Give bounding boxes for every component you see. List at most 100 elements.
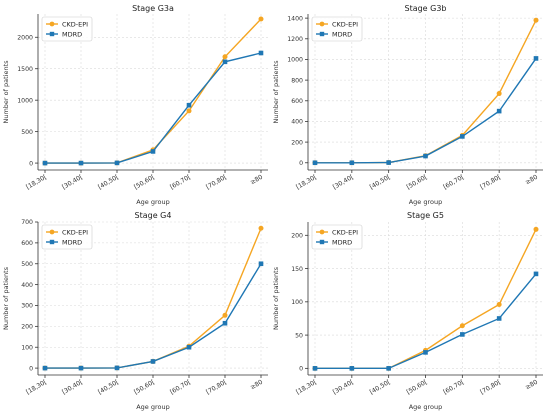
chart-panel-1: 0 500 1000 1500 2000 [18,30[[30,40[[40,50[[50… <box>2 4 268 206</box>
legend-label-mdrd: MDRD <box>62 238 82 246</box>
y-tick-label: 200 <box>291 233 303 240</box>
data-point-mdrd <box>312 366 318 371</box>
y-tick-label: 200 <box>21 324 33 331</box>
y-tick-label: 100 <box>21 344 33 351</box>
data-point-mdrd <box>114 160 120 166</box>
data-point-ckd-epi <box>533 226 539 232</box>
y-tick-label: 50 <box>295 332 303 339</box>
x-tick-label: [30,40[ <box>61 379 84 396</box>
y-tick-label: 500 <box>21 261 33 268</box>
data-point-mdrd <box>150 149 156 154</box>
legend-marker-ckd-epi <box>319 21 325 27</box>
panel-title: Stage G5 <box>407 211 444 220</box>
chart-panel-2: 0 200 400 600 800 1000 1200 1400 [18,30[[30,40[[… <box>272 4 543 206</box>
legend-marker-mdrd <box>49 31 55 37</box>
data-point-mdrd <box>78 160 84 166</box>
data-point-mdrd <box>312 160 318 166</box>
x-tick-label: [50,60[ <box>405 174 428 191</box>
legend-label-mdrd: MDRD <box>332 238 352 246</box>
x-tick-label: [30,40[ <box>332 379 355 396</box>
data-point-ckd-epi <box>186 108 192 114</box>
data-point-mdrd <box>114 365 120 371</box>
x-axis-label: Age group <box>409 198 443 206</box>
data-point-mdrd <box>460 332 465 337</box>
x-tick-label: [40,50[ <box>369 379 392 396</box>
panel-title: Stage G3b <box>404 4 446 13</box>
legend-label-mdrd: MDRD <box>62 30 82 38</box>
y-axis-label: Number of patients <box>272 60 280 124</box>
x-tick-label: [70,80[ <box>205 174 228 191</box>
data-point-mdrd <box>42 365 48 371</box>
x-tick-label: [50,60[ <box>133 379 156 396</box>
legend-box <box>41 16 93 42</box>
x-tick-label: [18,30[ <box>25 379 48 396</box>
y-tick-label: 0 <box>299 160 303 167</box>
data-point-ckd-epi <box>496 91 502 97</box>
data-point-ckd-epi <box>533 17 539 23</box>
x-axis-label: Age group <box>409 403 443 411</box>
y-tick-label: 1000 <box>17 97 33 104</box>
x-tick-label: [70,80[ <box>205 379 228 396</box>
x-tick-label: [18,30[ <box>25 174 48 191</box>
x-tick-label: ≥80 <box>524 379 539 392</box>
data-point-mdrd <box>460 134 465 139</box>
y-tick-label: 0 <box>29 365 33 372</box>
x-tick-label: [40,50[ <box>97 379 120 396</box>
data-point-mdrd <box>349 366 355 371</box>
legend-box <box>311 16 363 42</box>
data-point-mdrd <box>222 59 228 65</box>
chart-panel-3: 0 100 200 300 400 500 600 700 [18,30[[30,40[[40,… <box>2 211 268 411</box>
y-tick-label: 0 <box>29 160 33 167</box>
x-tick-label: ≥80 <box>249 379 264 392</box>
x-tick-label: [70,80[ <box>479 174 502 191</box>
data-point-mdrd <box>186 102 192 108</box>
data-point-mdrd <box>533 56 539 61</box>
y-tick-label: 1000 <box>287 57 303 64</box>
x-tick-label: ≥80 <box>249 174 264 187</box>
legend-marker-ckd-epi <box>319 229 325 235</box>
data-point-mdrd <box>496 316 502 321</box>
data-point-mdrd <box>150 359 156 364</box>
legend-box <box>311 224 363 250</box>
legend-marker-ckd-epi <box>49 229 55 235</box>
chart-panel-4: 0 50 100 150 200 [18,30[[30,40[[40,50[[50,60[… <box>272 211 543 411</box>
y-tick-label: 700 <box>21 219 33 226</box>
x-tick-label: [18,30[ <box>295 174 318 191</box>
x-tick-label: [50,60[ <box>133 174 156 191</box>
y-tick-label: 400 <box>291 119 303 126</box>
data-point-mdrd <box>423 350 428 355</box>
y-tick-label: 300 <box>21 303 33 310</box>
legend-marker-mdrd <box>319 239 325 245</box>
data-point-mdrd <box>533 271 539 277</box>
data-point-mdrd <box>386 366 391 371</box>
x-axis-label: Age group <box>136 403 170 411</box>
x-tick-label: [30,40[ <box>61 174 84 191</box>
y-axis-label: Number of patients <box>272 266 280 330</box>
legend-marker-ckd-epi <box>49 21 55 27</box>
data-point-mdrd <box>186 344 192 350</box>
panel-title: Stage G4 <box>135 211 172 220</box>
y-tick-label: 2000 <box>17 34 33 41</box>
data-point-mdrd <box>496 108 502 114</box>
data-point-mdrd <box>78 365 84 371</box>
legend-marker-mdrd <box>49 239 55 245</box>
x-tick-label: [18,30[ <box>295 379 318 396</box>
legend-label-ckd-epi: CKD-EPI <box>332 228 358 236</box>
data-point-mdrd <box>423 153 428 159</box>
y-tick-label: 1400 <box>287 15 303 22</box>
x-tick-label: [50,60[ <box>405 379 428 396</box>
y-tick-label: 500 <box>21 129 33 136</box>
y-tick-label: 100 <box>291 299 303 306</box>
data-point-ckd-epi <box>459 323 465 329</box>
x-tick-label: [60,70[ <box>442 379 465 396</box>
x-tick-label: [60,70[ <box>169 379 192 396</box>
data-point-mdrd <box>349 160 355 166</box>
x-tick-label: [60,70[ <box>169 174 192 191</box>
legend-label-mdrd: MDRD <box>332 30 352 38</box>
data-point-ckd-epi <box>258 16 264 22</box>
legend-label-ckd-epi: CKD-EPI <box>332 20 358 28</box>
x-tick-label: [30,40[ <box>332 174 355 191</box>
y-tick-label: 1500 <box>17 66 33 73</box>
x-tick-label: [60,70[ <box>442 174 465 191</box>
data-point-ckd-epi <box>222 54 228 60</box>
